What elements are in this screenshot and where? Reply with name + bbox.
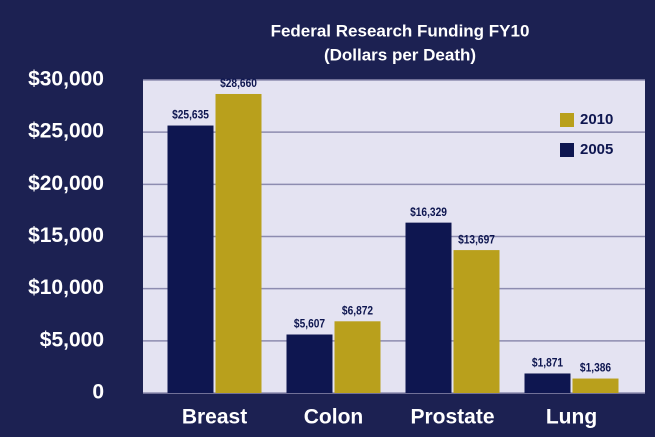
value-label: $13,697 xyxy=(458,234,495,247)
bar xyxy=(167,125,214,393)
y-tick-label: $10,000 xyxy=(28,276,104,299)
y-tick-label: $25,000 xyxy=(28,120,104,143)
x-tick-label: Breast xyxy=(182,406,247,429)
y-tick-label: $5,000 xyxy=(40,328,104,351)
bar xyxy=(524,373,571,393)
bar xyxy=(453,250,500,393)
bar xyxy=(286,334,333,393)
x-tick-label: Prostate xyxy=(410,406,494,429)
legend-label: 2010 xyxy=(580,111,613,128)
legend-label: 2005 xyxy=(580,141,613,158)
legend-swatch xyxy=(560,113,574,127)
legend-swatch xyxy=(560,143,574,157)
chart-title: Federal Research Funding FY10 xyxy=(271,21,530,40)
value-label: $25,635 xyxy=(172,109,209,122)
value-label: $6,872 xyxy=(342,305,373,318)
y-tick-label: $30,000 xyxy=(28,68,104,91)
bar xyxy=(215,93,262,394)
y-tick-label: 0 xyxy=(92,381,104,404)
y-tick-label: $20,000 xyxy=(28,172,104,195)
value-label: $1,871 xyxy=(532,357,563,370)
bar xyxy=(334,321,381,393)
x-tick-label: Colon xyxy=(304,406,363,429)
bar xyxy=(405,222,452,393)
value-label: $5,607 xyxy=(294,318,325,331)
value-label: $16,329 xyxy=(410,206,447,219)
value-label: $28,660 xyxy=(220,77,257,90)
bar xyxy=(572,378,619,393)
x-tick-label: Lung xyxy=(546,406,597,429)
chart-subtitle: (Dollars per Death) xyxy=(324,45,476,64)
value-label: $1,386 xyxy=(580,362,611,375)
y-tick-label: $15,000 xyxy=(28,224,104,247)
